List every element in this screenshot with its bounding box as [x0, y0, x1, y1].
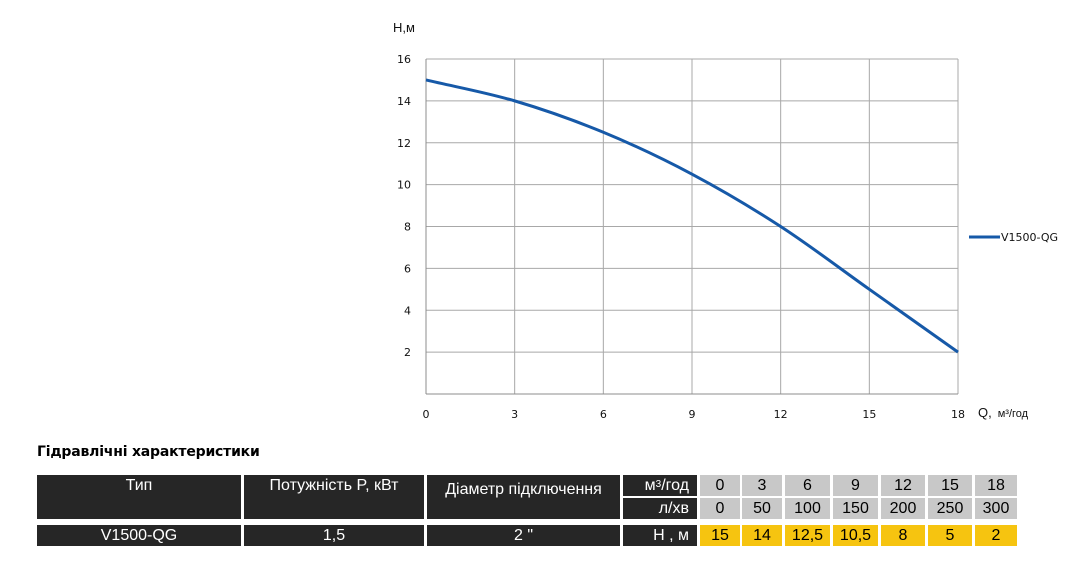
- row-type: V1500-QG: [37, 525, 241, 546]
- head-value-cell: 12,5: [785, 525, 830, 546]
- head-value-cell: 5: [928, 525, 972, 546]
- flow-m3h-cell: 12: [881, 475, 925, 496]
- y-tick-labels: 2 4 6 8 10 12 14 16: [397, 53, 411, 359]
- x-tick-label: 9: [689, 408, 696, 421]
- x-axis-title: Q, м³/год: [978, 405, 1029, 420]
- x-tick-label: 12: [774, 408, 788, 421]
- flow-lmin-cell: 50: [742, 498, 782, 519]
- flow-lmin-cell: 200: [881, 498, 925, 519]
- unit-head: Н , м: [623, 525, 697, 546]
- chart-grid: [426, 58, 959, 394]
- x-tick-label: 18: [951, 408, 965, 421]
- flow-m3h-cell: 18: [975, 475, 1017, 496]
- legend-label-v1500-qg: V1500-QG: [1001, 231, 1058, 244]
- y-tick-label: 4: [404, 304, 411, 317]
- flow-lmin-cell: 0: [700, 498, 740, 519]
- y-tick-label: 16: [397, 53, 411, 66]
- head-flow-chart: 0 3 6 9 12 15 18 2 4 6 8 10 12 14 16 Н,м Q, м³/год V15…: [393, 20, 1058, 421]
- head-value-cell: 2: [975, 525, 1017, 546]
- y-tick-label: 14: [397, 95, 411, 108]
- flow-lmin-cell: 150: [833, 498, 878, 519]
- head-value-cell: 14: [742, 525, 782, 546]
- head-value-cell: 15: [700, 525, 740, 546]
- head-value-cell: 10,5: [833, 525, 878, 546]
- flow-m3h-cell: 15: [928, 475, 972, 496]
- x-axis-title-unit: м³/год: [998, 408, 1029, 420]
- head-value-cell: 8: [881, 525, 925, 546]
- chart-legend: V1500-QG: [969, 231, 1058, 244]
- flow-m3h-cell: 6: [785, 475, 830, 496]
- y-tick-label: 6: [404, 262, 411, 275]
- flow-lmin-cell: 100: [785, 498, 830, 519]
- y-tick-label: 2: [404, 346, 411, 359]
- header-diameter: Діаметр підключення: [427, 475, 620, 519]
- y-tick-label: 10: [397, 179, 411, 192]
- unit-m3-rest: /год: [661, 476, 689, 494]
- chart-axes: [425, 59, 958, 395]
- row-diameter: 2 ": [427, 525, 620, 546]
- unit-litres-per-min: л/хв: [623, 498, 697, 519]
- chart-series: [425, 78, 959, 354]
- x-tick-label: 6: [600, 408, 607, 421]
- unit-m3-base: м: [644, 476, 656, 494]
- header-type: Тип: [37, 475, 241, 519]
- x-tick-label: 3: [511, 408, 518, 421]
- y-tick-label: 8: [404, 221, 411, 234]
- row-power: 1,5: [244, 525, 424, 546]
- series-line-v1500-qg: [425, 78, 959, 354]
- y-tick-label: 12: [397, 137, 411, 150]
- flow-lmin-cell: 300: [975, 498, 1017, 519]
- flow-m3h-cell: 3: [742, 475, 782, 496]
- flow-m3h-cell: 0: [700, 475, 740, 496]
- section-title: Гідравлічні характеристики: [37, 444, 260, 460]
- x-tick-label: 0: [423, 408, 430, 421]
- flow-lmin-cell: 250: [928, 498, 972, 519]
- header-power: Потужність P, кВт: [244, 475, 424, 519]
- y-axis-title: Н,м: [393, 20, 415, 35]
- x-tick-label: 15: [862, 408, 876, 421]
- flow-m3h-cell: 9: [833, 475, 878, 496]
- unit-m3-per-hour: м 3/год: [623, 475, 697, 496]
- x-tick-labels: 0 3 6 9 12 15 18: [423, 408, 966, 421]
- x-axis-title-prefix: Q,: [978, 405, 992, 420]
